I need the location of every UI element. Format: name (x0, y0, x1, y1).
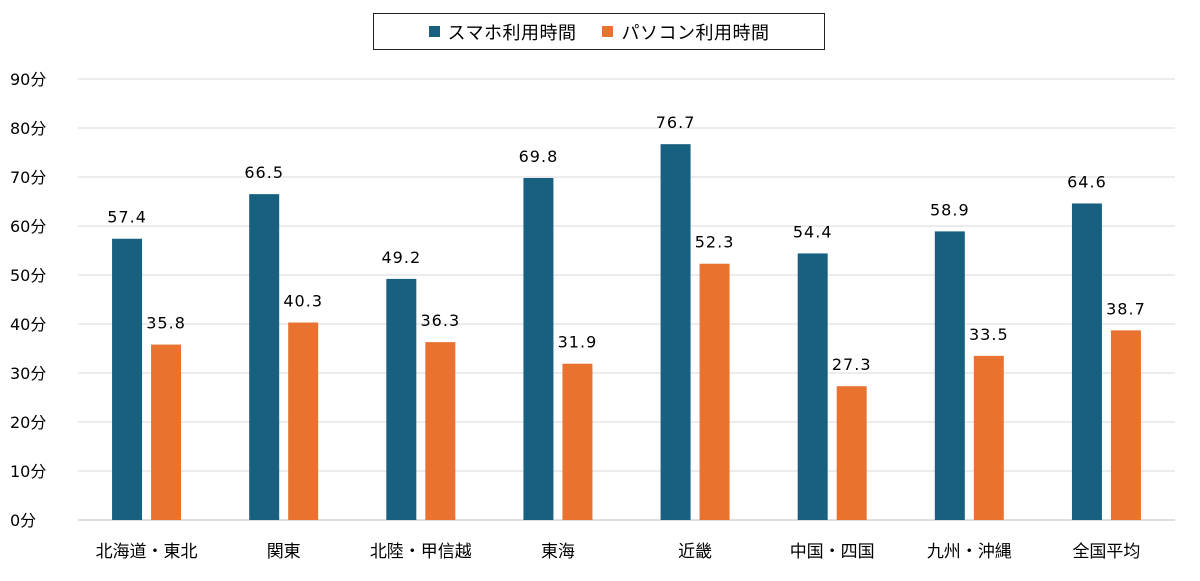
data-label: 57.4 (107, 208, 147, 227)
x-tick-label: 関東 (267, 542, 301, 562)
bar-smartphone (797, 253, 828, 520)
bar-pc (699, 263, 730, 520)
data-label: 54.4 (793, 222, 833, 241)
y-tick-label: 70分 (10, 168, 46, 187)
bar-pc (973, 355, 1004, 520)
chart-legend: スマホ利用時間 パソコン利用時間 (373, 13, 825, 50)
legend-swatch-pc (602, 26, 614, 37)
y-tick-label: 10分 (10, 462, 46, 481)
legend-swatch-smartphone (428, 26, 440, 37)
x-tick-label: 北海道・東北 (96, 542, 198, 562)
y-tick-label: 0分 (10, 511, 36, 530)
data-label: 40.3 (283, 292, 323, 311)
legend-item-pc: パソコン利用時間 (602, 19, 769, 45)
data-label: 69.8 (519, 147, 559, 166)
x-tick-label: 北陸・甲信越 (370, 542, 472, 562)
bar-smartphone (249, 194, 280, 520)
data-label: 36.3 (421, 311, 461, 330)
bar-pc (836, 386, 867, 520)
bar-pc (1110, 330, 1141, 520)
bar-pc (425, 342, 456, 520)
legend-label-pc: パソコン利用時間 (621, 22, 770, 44)
data-label: 76.7 (656, 113, 696, 132)
x-tick-label: 全国平均 (1072, 542, 1140, 562)
legend-label-smartphone: スマホ利用時間 (447, 22, 577, 44)
data-label: 64.6 (1067, 172, 1107, 191)
bar-smartphone (386, 278, 417, 520)
data-label: 38.7 (1106, 299, 1146, 318)
data-label: 31.9 (558, 333, 598, 352)
x-tick-label: 九州・沖縄 (927, 542, 1012, 562)
y-tick-label: 60分 (10, 217, 46, 236)
data-label: 27.3 (832, 355, 872, 374)
legend-item-smartphone: スマホ利用時間 (428, 19, 577, 45)
bar-pc (151, 344, 182, 520)
bar-pc (562, 363, 593, 520)
y-tick-label: 50分 (10, 266, 46, 285)
y-tick-label: 30分 (10, 364, 46, 383)
data-label: 35.8 (146, 314, 186, 333)
data-label: 33.5 (969, 325, 1009, 344)
bar-pc (288, 322, 319, 520)
data-label: 52.3 (695, 233, 735, 252)
data-label: 66.5 (244, 163, 284, 182)
bar-smartphone (660, 144, 691, 521)
y-tick-label: 20分 (10, 413, 46, 432)
data-label: 58.9 (930, 200, 970, 219)
bar-smartphone (934, 231, 965, 520)
x-tick-label: 東海 (541, 542, 575, 562)
y-tick-label: 80分 (10, 119, 46, 138)
y-tick-label: 90分 (10, 70, 46, 89)
x-tick-label: 近畿 (678, 542, 712, 562)
data-label: 49.2 (382, 248, 422, 267)
y-tick-label: 40分 (10, 315, 46, 334)
bar-smartphone (112, 238, 143, 521)
bar-smartphone (1071, 203, 1102, 520)
bar-smartphone (523, 177, 554, 521)
x-tick-label: 中国・四国 (790, 542, 875, 562)
